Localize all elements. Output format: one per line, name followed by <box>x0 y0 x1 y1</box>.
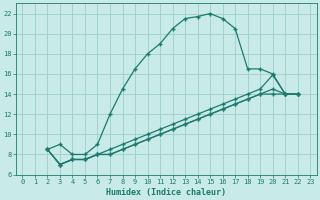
X-axis label: Humidex (Indice chaleur): Humidex (Indice chaleur) <box>106 188 226 197</box>
